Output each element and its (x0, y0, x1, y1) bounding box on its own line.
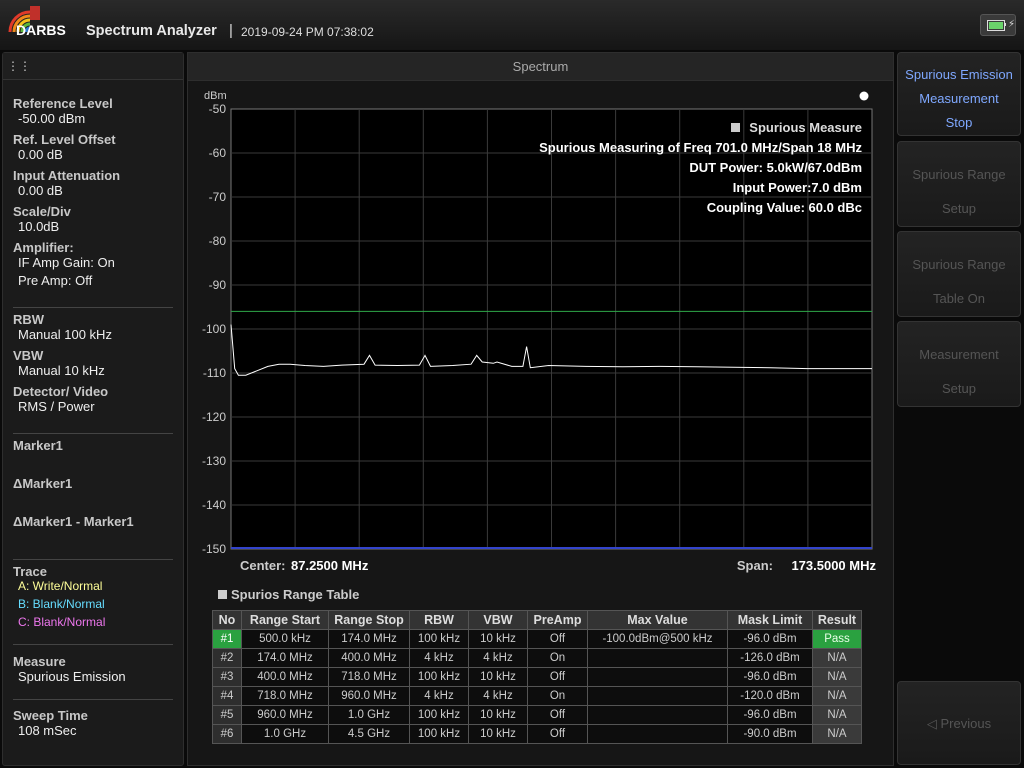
trace: Trace A: Write/Normal B: Blank/Normal C:… (13, 564, 106, 629)
input-attenuation: Input Attenuation 0.00 dB (13, 168, 121, 198)
y-tick-label: -100 (202, 322, 226, 336)
trace-a: A: Write/Normal (18, 579, 103, 593)
table-row[interactable]: #3 400.0 MHz 718.0 MHz 100 kHz 10 kHz Of… (212, 667, 862, 687)
column-header: PreAmp (527, 610, 588, 630)
overlay-line4: Coupling Value: 60.0 dBc (707, 200, 862, 215)
app-title: Spectrum Analyzer (86, 23, 217, 39)
spurious-range-setup-button[interactable]: Spurious Range Setup (897, 141, 1021, 227)
range-table-title: Spurios Range Table (231, 587, 360, 602)
detector: Detector/ Video RMS / Power (13, 384, 109, 414)
result-badge: N/A (812, 686, 862, 706)
span-label: Span: (737, 558, 773, 573)
overlay-line1: Spurious Measuring of Freq 701.0 MHz/Spa… (539, 140, 862, 155)
column-header: Result (812, 610, 862, 630)
divider (13, 433, 173, 434)
span-value: 173.5000 MHz (791, 558, 876, 573)
title-separator: | (229, 22, 233, 39)
result-badge: N/A (812, 648, 862, 668)
column-header: VBW (468, 610, 528, 630)
reference-level: Reference Level -50.00 dBm (13, 96, 113, 126)
delta-marker1: ΔMarker1 (13, 476, 73, 491)
y-tick-label: -140 (202, 498, 226, 512)
spurious-range-table-toggle[interactable]: Spurious Range Table On (897, 231, 1021, 317)
trace-a-line (230, 324, 872, 376)
trace-b: B: Blank/Normal (18, 597, 105, 611)
table-square-icon (218, 590, 227, 599)
status-dot-icon (859, 91, 869, 101)
overlay-title: Spurious Measure (749, 120, 862, 135)
title-bar: DARBS Spectrum Analyzer | 2019-09-24 PM … (0, 0, 1024, 50)
darbs-logo-icon (8, 6, 40, 33)
marker1: Marker1 (13, 438, 63, 453)
previous-button[interactable]: ◁ Previous (897, 681, 1021, 765)
table-row[interactable]: #4 718.0 MHz 960.0 MHz 4 kHz 4 kHz On -1… (212, 686, 862, 706)
center-freq-value: 87.2500 MHz (291, 558, 369, 573)
grid (231, 109, 872, 549)
y-tick-label: -120 (202, 410, 226, 424)
overlay-line2: DUT Power: 5.0kW/67.0dBm (689, 160, 862, 175)
column-header: Max Value (587, 610, 728, 630)
y-tick-label: -80 (209, 234, 227, 248)
y-tick-label: -150 (202, 542, 226, 556)
column-header: Mask Limit (727, 610, 813, 630)
result-badge: Pass (812, 629, 862, 649)
table-row[interactable]: #5 960.0 MHz 1.0 GHz 100 kHz 10 kHz Off … (212, 705, 862, 725)
y-tick-label: -60 (209, 146, 227, 160)
measure-square-icon (731, 123, 740, 132)
y-tick-label: -130 (202, 454, 226, 468)
datetime: 2019-09-24 PM 07:38:02 (241, 25, 374, 39)
y-tick-label: -110 (203, 366, 226, 380)
y-tick-label: -50 (209, 102, 227, 116)
delta-marker-diff: ΔMarker1 - Marker1 (13, 514, 134, 529)
overlay-line3: Input Power:7.0 dBm (733, 180, 862, 195)
y-axis-label: dBm (204, 90, 227, 102)
measurement-setup-button[interactable]: Measurement Setup (897, 321, 1021, 407)
result-badge: N/A (812, 667, 862, 687)
spectrum-panel: Spectrum dBm -50 -60 -70 -80 -90 -100 -110 -120… (187, 52, 894, 766)
status-panel: ⋮⋮ Reference Level -50.00 dBm Ref. Level… (2, 52, 184, 766)
sweep-time: Sweep Time 108 mSec (13, 708, 88, 738)
scale-div: Scale/Div 10.0dB (13, 204, 71, 234)
table-row[interactable]: #6 1.0 GHz 4.5 GHz 100 kHz 10 kHz Off -9… (212, 724, 862, 744)
divider (13, 644, 173, 645)
divider (13, 307, 173, 308)
table-row[interactable]: #1 500.0 kHz 174.0 MHz 100 kHz 10 kHz Of… (212, 629, 862, 649)
plug-icon: ⚡ (1008, 19, 1016, 30)
vbw: VBW Manual 10 kHz (13, 348, 105, 378)
column-header: Range Start (241, 610, 329, 630)
ref-level-offset: Ref. Level Offset 0.00 dB (13, 132, 116, 162)
column-header: No (212, 610, 242, 630)
amplifier: Amplifier: IF Amp Gain: On Pre Amp: Off (13, 240, 115, 288)
spectrum-chart[interactable]: dBm -50-60-70-80-90-100-110-120-130-140-… (188, 81, 893, 581)
logo-text: DARBS (16, 22, 66, 38)
result-badge: N/A (812, 724, 862, 744)
y-tick-label: -90 (209, 278, 227, 292)
column-header: RBW (409, 610, 469, 630)
table-row[interactable]: #2 174.0 MHz 400.0 MHz 4 kHz 4 kHz On -1… (212, 648, 862, 668)
panel-header: ⋮⋮ (3, 53, 183, 80)
divider (13, 559, 173, 560)
table-header-row: No Range Start Range Stop RBW VBW PreAmp… (212, 610, 862, 630)
spurious-range-table: No Range Start Range Stop RBW VBW PreAmp… (212, 610, 862, 744)
measure: Measure Spurious Emission (13, 654, 126, 684)
panel-title: Spectrum (188, 53, 893, 81)
trace-c: C: Blank/Normal (18, 615, 106, 629)
y-ticks: -50 -60 -70 -80 -90 -100 -110 -120 -130 -140 -150 (202, 102, 226, 556)
rbw: RBW Manual 100 kHz (13, 312, 112, 342)
spurious-emission-stop-button[interactable]: Spurious Emission Measurement Stop (897, 52, 1021, 136)
drag-handle-icon[interactable]: ⋮⋮ (7, 59, 31, 73)
column-header: Range Stop (328, 610, 410, 630)
battery-icon: ⚡ (980, 14, 1016, 36)
result-badge: N/A (812, 705, 862, 725)
y-tick-label: -70 (209, 190, 227, 204)
divider (13, 699, 173, 700)
center-freq-label: Center: (240, 558, 286, 573)
